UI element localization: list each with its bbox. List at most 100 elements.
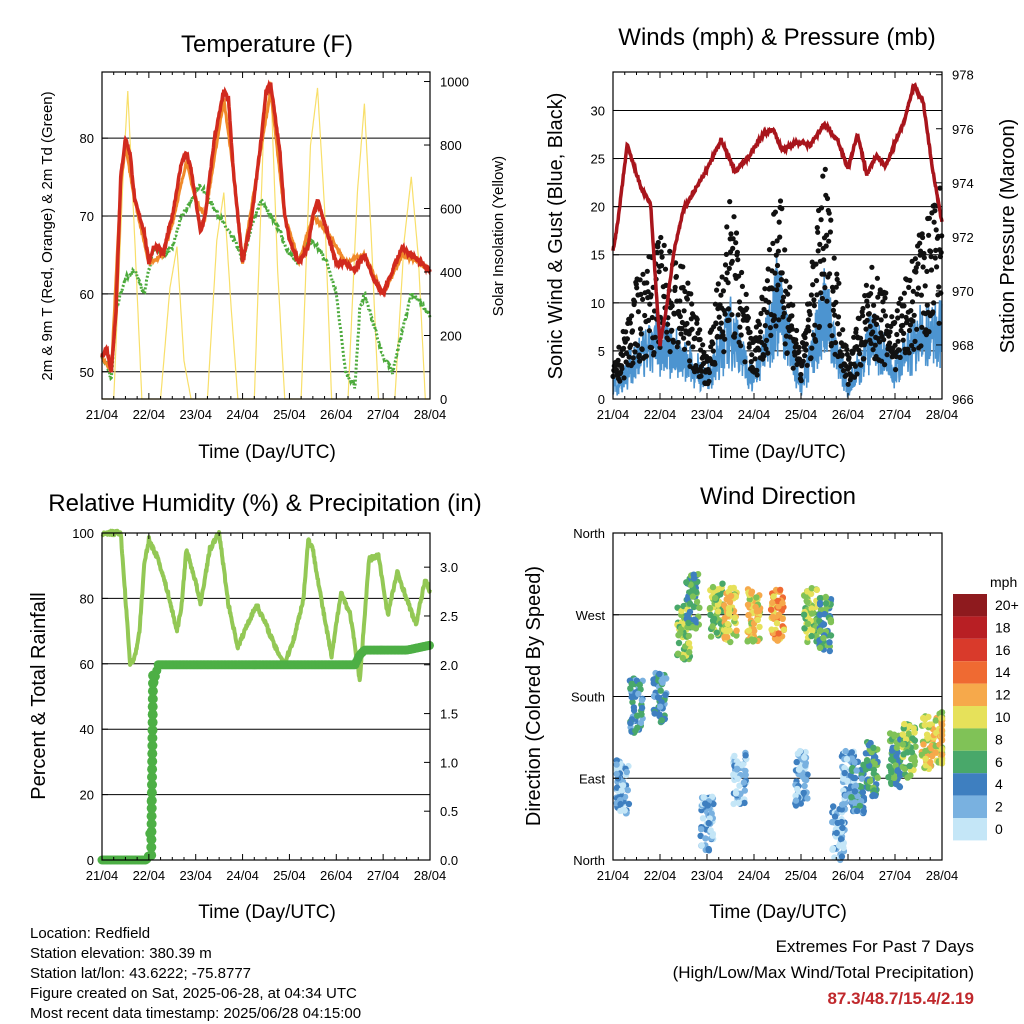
direction-point bbox=[685, 640, 693, 647]
direction-point bbox=[793, 758, 800, 766]
direction-point bbox=[686, 600, 694, 607]
gust-point bbox=[754, 372, 760, 378]
gust-point bbox=[706, 378, 712, 384]
gust-point bbox=[900, 322, 906, 328]
direction-point bbox=[699, 815, 707, 822]
gust-point bbox=[713, 320, 719, 327]
direction-point bbox=[848, 794, 855, 801]
precip-point bbox=[147, 686, 158, 697]
direction-point bbox=[767, 606, 775, 613]
direction-point bbox=[697, 832, 704, 840]
gust-point bbox=[733, 230, 740, 236]
y-tick-label: 0 bbox=[87, 853, 94, 868]
direction-point bbox=[906, 762, 913, 770]
gust-point bbox=[712, 301, 719, 307]
gust-point bbox=[776, 317, 782, 323]
gust-point bbox=[665, 321, 671, 327]
gust-point bbox=[662, 266, 669, 272]
colorbar-label: 4 bbox=[995, 776, 1003, 792]
gust-point bbox=[896, 347, 903, 353]
gust-point bbox=[733, 240, 739, 246]
colorbar-swatch bbox=[953, 728, 987, 751]
gust-point bbox=[811, 297, 817, 303]
gust-point bbox=[827, 229, 834, 235]
direction-point bbox=[621, 807, 628, 814]
gust-point bbox=[648, 345, 655, 351]
direction-point bbox=[885, 774, 892, 781]
gust-point bbox=[937, 185, 943, 191]
direction-point bbox=[853, 807, 861, 815]
direction-point bbox=[780, 626, 788, 633]
direction-point bbox=[808, 610, 816, 617]
precip-point bbox=[147, 709, 158, 720]
gust-point bbox=[644, 280, 650, 286]
gust-point bbox=[830, 307, 837, 313]
temperature-ylabel-right: Solar Insolation (Yellow) bbox=[490, 156, 507, 316]
gust-point bbox=[803, 341, 809, 347]
precip-point bbox=[146, 803, 157, 814]
gust-point bbox=[829, 333, 835, 339]
gust-point bbox=[806, 328, 812, 334]
gust-point bbox=[623, 329, 629, 335]
gust-point bbox=[936, 320, 942, 326]
gust-point bbox=[860, 305, 866, 312]
extremes-heading: Extremes For Past 7 Days bbox=[775, 937, 974, 956]
gust-point bbox=[895, 338, 901, 344]
precip-point bbox=[147, 693, 158, 704]
gust-point bbox=[933, 247, 939, 253]
gust-point bbox=[887, 329, 893, 335]
y-right-tick-label: 976 bbox=[952, 122, 974, 137]
direction-point bbox=[887, 766, 895, 774]
gust-point bbox=[865, 303, 871, 309]
gust-point bbox=[793, 341, 799, 347]
gust-point bbox=[909, 342, 915, 349]
direction-point bbox=[922, 747, 929, 755]
y-tick-label: East bbox=[579, 771, 605, 786]
gust-point bbox=[684, 320, 690, 327]
direction-point bbox=[888, 756, 895, 763]
gust-point bbox=[839, 352, 845, 358]
direction-point bbox=[817, 627, 824, 634]
direction-point bbox=[748, 636, 755, 643]
gust-point bbox=[729, 258, 735, 264]
gust-point bbox=[918, 343, 924, 349]
direction-point bbox=[698, 826, 705, 833]
direction-point bbox=[924, 734, 932, 741]
gust-point bbox=[933, 227, 939, 233]
gust-point bbox=[816, 323, 823, 330]
direction-point bbox=[705, 845, 712, 853]
direction-point bbox=[679, 654, 686, 662]
gust-point bbox=[830, 288, 836, 294]
gust-point bbox=[811, 303, 817, 309]
humidity-plot-area bbox=[97, 528, 434, 865]
direction-title: Wind Direction bbox=[700, 483, 856, 510]
direction-axes: 21/04 22/04 23/04 24/04 25/04 26/04 27/04 28/04… bbox=[571, 526, 958, 883]
gust-point bbox=[678, 331, 684, 337]
gust-point bbox=[737, 324, 743, 330]
gust-point bbox=[846, 355, 852, 361]
gust-point bbox=[798, 371, 804, 378]
gust-point bbox=[836, 331, 842, 337]
direction-point bbox=[777, 586, 784, 594]
direction-plot-area bbox=[612, 571, 946, 864]
colorbar-swatch bbox=[953, 661, 987, 684]
gust-point bbox=[919, 324, 925, 330]
gust-point bbox=[787, 284, 793, 290]
direction-point bbox=[904, 774, 911, 781]
gust-point bbox=[655, 244, 661, 250]
gust-point bbox=[629, 313, 635, 319]
gust-point bbox=[824, 298, 830, 304]
y-tick-label: 20 bbox=[591, 200, 605, 215]
gust-point bbox=[769, 286, 776, 292]
y-right-tick-label: 1.0 bbox=[440, 755, 458, 770]
gust-point bbox=[720, 332, 726, 338]
colorbar-title: mph bbox=[990, 574, 1017, 590]
gust-point bbox=[926, 215, 933, 221]
y-tick-label: 25 bbox=[591, 152, 605, 167]
direction-point bbox=[733, 765, 741, 772]
direction-point bbox=[709, 623, 716, 630]
direction-point bbox=[866, 778, 874, 785]
gust-point bbox=[680, 284, 686, 291]
gust-point bbox=[654, 249, 660, 255]
gust-point bbox=[912, 338, 918, 344]
